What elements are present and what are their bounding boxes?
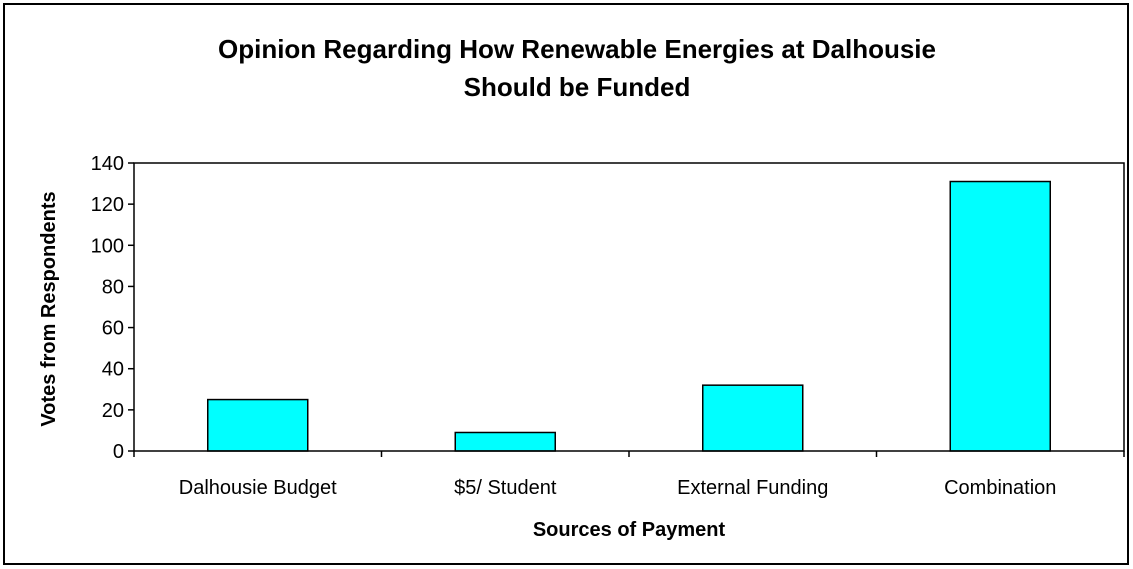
y-tick-label: 120 (91, 194, 124, 216)
y-tick-label: 140 (91, 153, 124, 175)
bar-external-funding (702, 384, 804, 452)
y-tick-label: 0 (113, 441, 124, 463)
y-tick-label: 100 (91, 235, 124, 257)
y-axis-title: Votes from Respondents (38, 191, 60, 426)
x-axis-title: Sources of Payment (533, 519, 726, 541)
x-category-label: Combination (944, 477, 1056, 499)
chart-title-line-2: Should be Funded (464, 72, 691, 102)
x-category-label: External Funding (677, 477, 828, 499)
plot-area: 0 20 40 60 80 100 120 140 Dalhousie Budget $5/ S… (91, 153, 1125, 499)
bar-combination (949, 180, 1051, 452)
y-tick-label: 60 (102, 318, 124, 340)
x-axis: Dalhousie Budget $5/ Student External Fund… (133, 451, 1125, 499)
bars-group (207, 180, 1051, 452)
chart-frame (3, 3, 1129, 565)
x-category-label: Dalhousie Budget (179, 477, 337, 499)
x-category-label: $5/ Student (454, 477, 557, 499)
chart-title-line-1: Opinion Regarding How Renewable Energies… (218, 34, 936, 64)
bar-dalhousie-budget (207, 398, 309, 452)
y-tick-label: 20 (102, 400, 124, 422)
bar-5-student (454, 431, 556, 452)
y-tick-label: 80 (102, 276, 124, 298)
y-tick-label: 40 (102, 359, 124, 381)
